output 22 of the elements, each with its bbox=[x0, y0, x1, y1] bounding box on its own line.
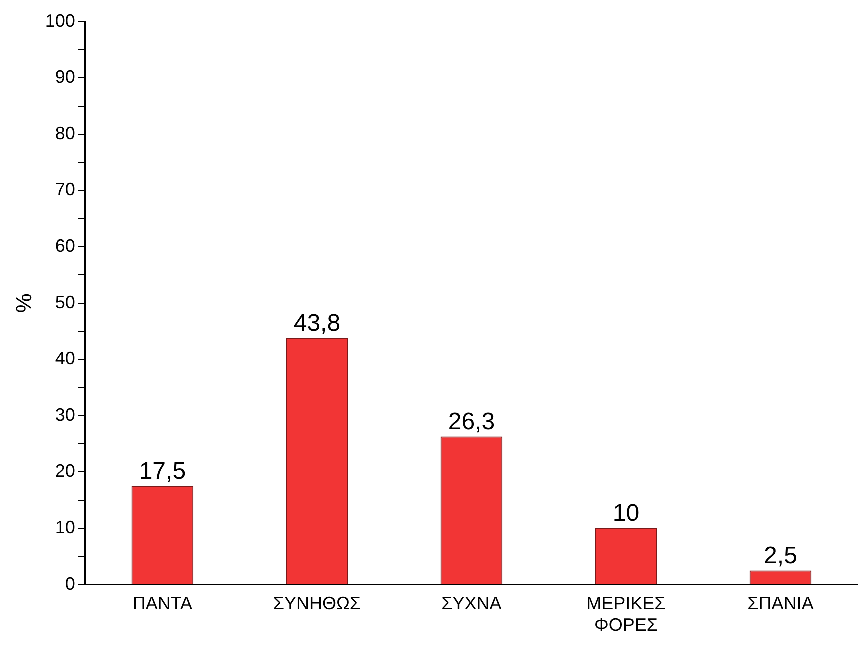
x-tick-label: ΠΑΝΤΑ bbox=[132, 594, 193, 614]
y-axis-title: % bbox=[11, 294, 36, 314]
data-label: 2,5 bbox=[764, 542, 798, 570]
y-tick-label: 90 bbox=[55, 67, 76, 88]
y-tick-label: 80 bbox=[55, 123, 76, 144]
y-tick-label: 50 bbox=[55, 292, 76, 312]
y-tick-label: 70 bbox=[55, 180, 76, 200]
y-tick-label: 60 bbox=[55, 236, 76, 256]
x-tick-label: ΣΥΝΗΘΩΣ bbox=[273, 594, 362, 614]
y-tick-label: 10 bbox=[55, 517, 76, 538]
data-label: 10 bbox=[612, 500, 640, 528]
y-tick-label: 20 bbox=[55, 461, 76, 482]
data-label: 17,5 bbox=[139, 458, 186, 485]
y-tick-label: 0 bbox=[65, 574, 76, 594]
x-tick-label: ΜΕΡΙΚΕΣ ΦΟΡΕΣ bbox=[586, 594, 666, 636]
x-tick-label: ΣΠΑΝΙΑ bbox=[748, 594, 814, 614]
y-tick-label: 30 bbox=[55, 404, 76, 425]
y-tick-label: 100 bbox=[45, 10, 76, 31]
x-tick-label: ΣΥΧΝΑ bbox=[442, 594, 502, 614]
data-label: 43,8 bbox=[294, 310, 341, 337]
data-label: 26,3 bbox=[448, 408, 496, 436]
y-tick-label: 40 bbox=[55, 348, 76, 369]
